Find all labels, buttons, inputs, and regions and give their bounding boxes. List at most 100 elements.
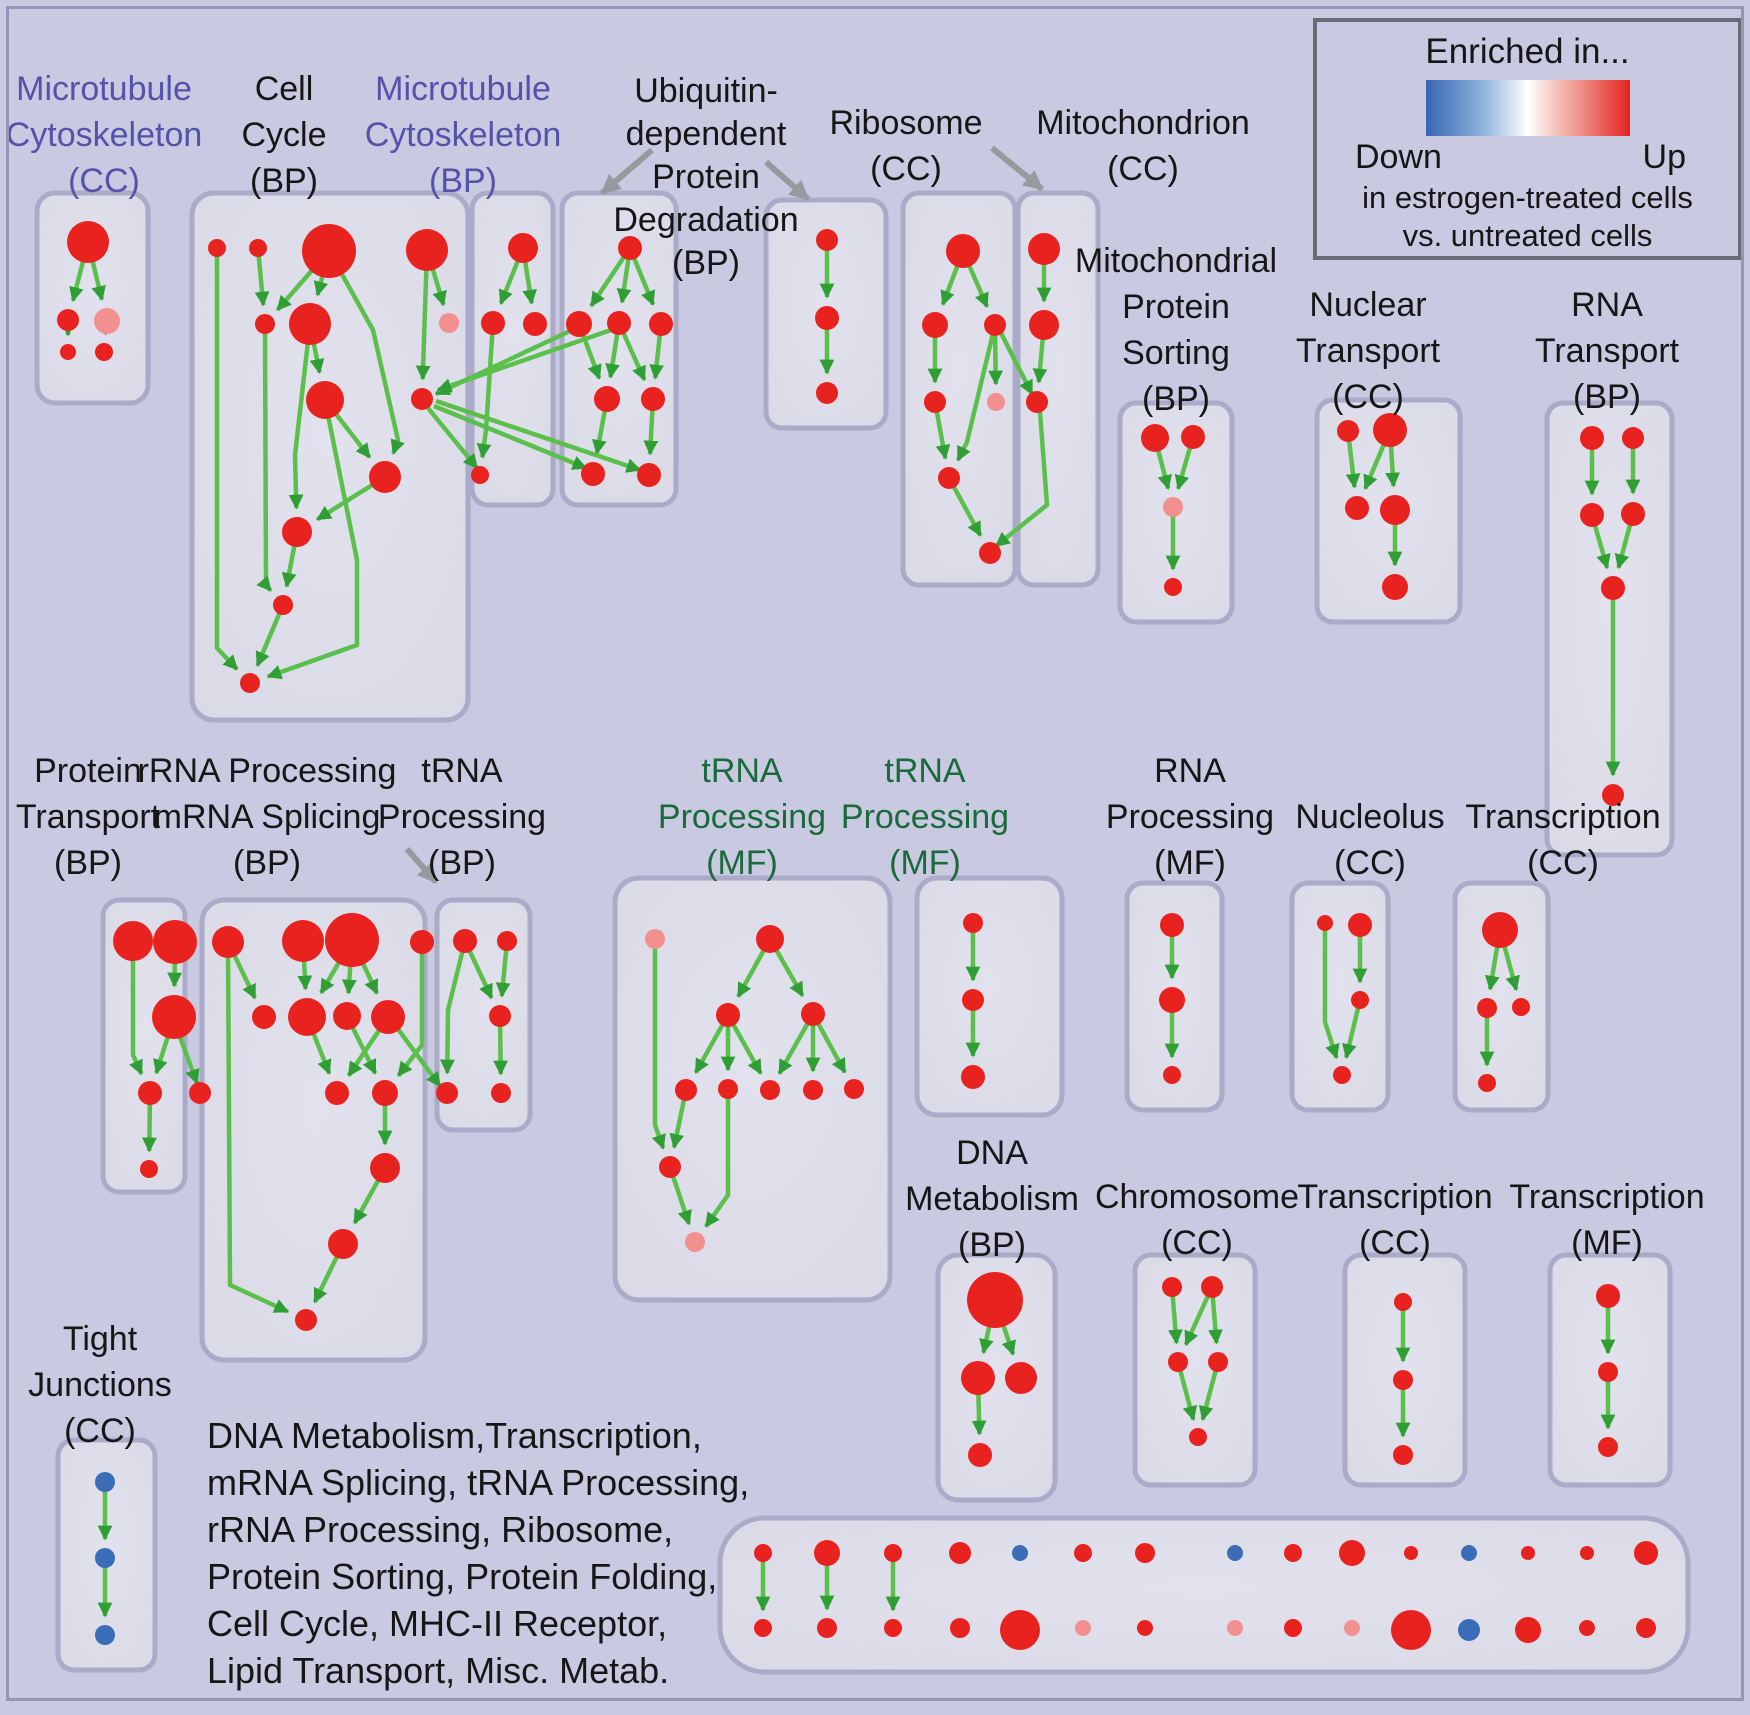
node [754,1619,772,1637]
mitochondrion-label-arrow [990,145,1044,192]
node [1636,1618,1656,1638]
node [95,1472,115,1492]
node [1580,503,1604,527]
node [801,1002,825,1026]
node [884,1544,902,1562]
node [410,930,434,954]
node [924,391,946,413]
node [594,386,620,412]
edge-cell-cycle-bp [214,248,239,671]
node [1579,1620,1595,1636]
node [803,1080,823,1100]
group-box-trna-processing-mf-small [914,875,1065,1118]
node [411,388,433,410]
node [1075,1620,1091,1636]
node [371,1000,405,1034]
node [1393,1445,1413,1465]
misc-category-list: DNA Metabolism,Transcription, mRNA Splic… [207,1415,750,1691]
node [1201,1276,1223,1298]
node [968,1443,992,1467]
node [649,312,673,336]
node [95,1625,115,1645]
node [138,1081,162,1105]
node [1373,413,1407,447]
cross-edge-ribosome-to-mitochondrion [998,331,1035,396]
legend-box: Enriched in... Down Up in estrogen-treat… [1313,18,1742,260]
node [302,224,356,278]
node [1404,1546,1418,1560]
edge-microtubule-cytoskeleton-bp [476,322,496,459]
edge-trna-processing-mf-large [651,939,666,1150]
node [949,1542,971,1564]
node [1394,1293,1412,1311]
node [67,221,109,263]
node [1478,1074,1496,1092]
node [1333,1066,1351,1084]
edge-trna-processing-bp [439,940,468,1075]
node [1026,391,1048,413]
node [1391,1610,1431,1650]
node [289,303,331,345]
node [716,1003,740,1027]
node [1458,1619,1480,1641]
node [816,229,838,251]
node [489,1005,511,1027]
node [1012,1545,1028,1561]
node [1622,427,1644,449]
node [1345,496,1369,520]
edge-cell-cycle-bp [288,323,313,510]
node [1344,1620,1360,1636]
edge-nucleolus-cc [1322,923,1340,1060]
node [967,1272,1023,1328]
legend-subtitle: in estrogen-treated cells vs. untreated … [1362,180,1693,253]
node [946,234,980,268]
node [1162,1277,1182,1297]
node [815,306,839,330]
node [471,466,489,484]
cross-edge-ubiquitinA-to-cellcycle-hub-2 [436,327,612,393]
node [1005,1362,1037,1394]
node [369,461,401,493]
label-mitochondrion-cc: Mitochondrion (CC) [1036,104,1250,188]
cross-edge-protein-transport-to-rrna [177,1036,200,1085]
node [1601,576,1625,600]
node [1351,991,1369,1009]
cross-edge-mitochondrion-to-ribosome-bottom [994,411,1050,548]
node [1580,426,1604,450]
node [95,343,113,361]
label-ubiquitin-degradation-bp: Ubiquitin- dependent Protein Degradation… [613,72,799,282]
label-cell-cycle-bp: Cell Cycle (BP) [241,70,327,200]
legend-up-label: Up [1642,138,1686,176]
node [325,913,379,967]
label-protein-transport-bp: Protein Transport (BP) [15,752,161,882]
label-trna-processing-mf-large: tRNA Processing (MF) [657,752,827,882]
label-rrna-processing-mrna-splicing-bp: rRNA Processing mRNA Splicing (BP) [137,752,397,882]
node [618,236,642,260]
group-box-chromosome-cc [1132,1252,1258,1488]
node [406,229,448,271]
cross-edge-cellcycle-hub-to-ubiquitinA-left [433,403,588,471]
edge-cell-cycle-bp [256,323,273,592]
node [306,381,344,419]
node [1028,233,1060,265]
node [1602,784,1624,806]
node [1159,987,1185,1013]
node [1160,913,1184,937]
edge-nucleolus-cc [1342,999,1363,1059]
label-transcription-cc: Transcription (CC) [1465,798,1661,882]
node [208,239,226,257]
node [675,1079,697,1101]
label-nuclear-transport-cc: Nuclear Transport (CC) [1295,286,1441,416]
group-box-dna-metabolism-bp [935,1252,1058,1503]
cross-edge-cellcycle-hub-to-ubiquitinA-right [435,398,642,473]
node [212,926,244,958]
node [140,1160,158,1178]
node [1074,1544,1092,1562]
node [240,673,260,693]
node [645,929,665,949]
edge-cell-cycle-bp [254,247,270,307]
edge-cell-cycle-bp [266,399,360,680]
edge-protein-transport-bp [129,941,144,1076]
edge-ribosome-cc [955,324,998,462]
